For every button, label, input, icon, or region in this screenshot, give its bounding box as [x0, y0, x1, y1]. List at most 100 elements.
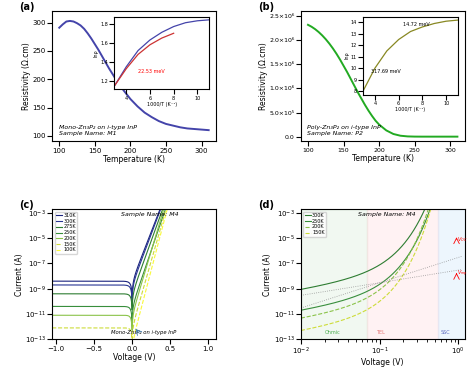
300K: [210, 198, 215, 202]
300K: [128, 287, 134, 292]
Y-axis label: Current (A): Current (A): [264, 253, 273, 296]
275K: [49, 291, 55, 296]
X-axis label: Temperature (K): Temperature (K): [103, 155, 165, 164]
Text: TEL: TEL: [376, 331, 385, 336]
150K: [416, 242, 421, 247]
300K: [400, 243, 406, 247]
200K: [127, 315, 133, 319]
Line: 200K: 200K: [52, 200, 216, 331]
X-axis label: Temperature (K): Temperature (K): [352, 154, 414, 163]
275K: [128, 296, 134, 300]
275K: [184, 198, 190, 202]
250K: [127, 306, 133, 311]
310K: [213, 198, 219, 202]
200K: [138, 283, 144, 288]
250K: [213, 198, 219, 202]
100K: [184, 198, 190, 202]
200K: [184, 198, 190, 202]
150K: [166, 198, 172, 202]
300K: [127, 285, 133, 290]
Text: Sample Name: M4: Sample Name: M4: [358, 212, 416, 217]
Text: $V_{OC}$: $V_{OC}$: [457, 235, 468, 244]
150K: [460, 198, 466, 202]
300K: [49, 283, 55, 287]
150K: [49, 326, 55, 330]
275K: [213, 198, 219, 202]
310K: [49, 279, 55, 284]
Bar: [301, 209, 367, 339]
275K: [163, 198, 169, 202]
Line: 100K: 100K: [52, 200, 216, 352]
200K: [318, 312, 323, 316]
250K: [400, 260, 406, 265]
150K: [351, 314, 356, 318]
300K: [415, 221, 421, 225]
250K: [166, 198, 172, 202]
Legend: 300K, 250K, 200K, 150K: 300K, 250K, 200K, 150K: [303, 211, 326, 237]
200K: [213, 198, 219, 202]
250K: [351, 295, 356, 299]
Line: 150K: 150K: [52, 200, 216, 343]
Text: Ohmic: Ohmic: [325, 331, 340, 336]
310K: [138, 256, 144, 261]
100K: [210, 198, 215, 202]
275K: [210, 198, 215, 202]
Bar: [438, 209, 465, 339]
100K: [129, 350, 135, 354]
200K: [428, 198, 434, 202]
Line: 250K: 250K: [301, 200, 463, 310]
300K: [351, 274, 356, 279]
250K: [298, 308, 304, 313]
200K: [298, 316, 304, 320]
200K: [416, 233, 421, 237]
300K: [426, 198, 432, 202]
Line: 300K: 300K: [52, 200, 216, 302]
Text: (d): (d): [258, 200, 274, 210]
Line: 275K: 275K: [52, 200, 216, 310]
250K: [362, 290, 368, 294]
200K: [147, 253, 153, 258]
200K: [164, 198, 169, 202]
X-axis label: Voltage (V): Voltage (V): [113, 353, 155, 362]
250K: [128, 308, 134, 313]
100K: [127, 342, 133, 347]
100K: [147, 273, 153, 277]
Text: $V_{mp}$: $V_{mp}$: [457, 269, 468, 279]
310K: [127, 281, 133, 286]
250K: [318, 304, 323, 308]
200K: [49, 313, 55, 317]
300K: [184, 198, 190, 202]
Text: Poly-Zn₃P₂ on i-type InP
Sample Name: P2: Poly-Zn₃P₂ on i-type InP Sample Name: P2: [308, 126, 381, 136]
250K: [49, 304, 55, 309]
300K: [362, 270, 368, 274]
310K: [184, 198, 190, 202]
Text: (b): (b): [258, 2, 274, 12]
250K: [460, 198, 466, 202]
Text: Mono-Zn₃P₂ on i-type InP: Mono-Zn₃P₂ on i-type InP: [111, 330, 176, 336]
150K: [318, 324, 323, 328]
300K: [318, 283, 323, 288]
250K: [184, 198, 190, 202]
150K: [127, 327, 133, 332]
Bar: [367, 209, 438, 339]
250K: [415, 236, 421, 241]
250K: [138, 278, 144, 283]
X-axis label: Voltage (V): Voltage (V): [362, 358, 404, 367]
310K: [129, 296, 135, 300]
300K: [298, 287, 304, 292]
100K: [213, 198, 219, 202]
Text: SSC: SSC: [441, 331, 450, 336]
250K: [147, 252, 153, 257]
Line: 300K: 300K: [301, 200, 463, 290]
Line: 250K: 250K: [52, 200, 216, 322]
150K: [213, 198, 219, 202]
Text: Mono-Zn₃P₂ on i-type InP
Sample Name: M1: Mono-Zn₃P₂ on i-type InP Sample Name: M1: [59, 126, 137, 136]
150K: [400, 273, 406, 277]
200K: [362, 297, 368, 301]
200K: [128, 317, 134, 321]
Text: (a): (a): [19, 2, 35, 12]
250K: [129, 320, 135, 325]
100K: [49, 341, 55, 345]
275K: [127, 294, 133, 298]
150K: [298, 328, 304, 333]
